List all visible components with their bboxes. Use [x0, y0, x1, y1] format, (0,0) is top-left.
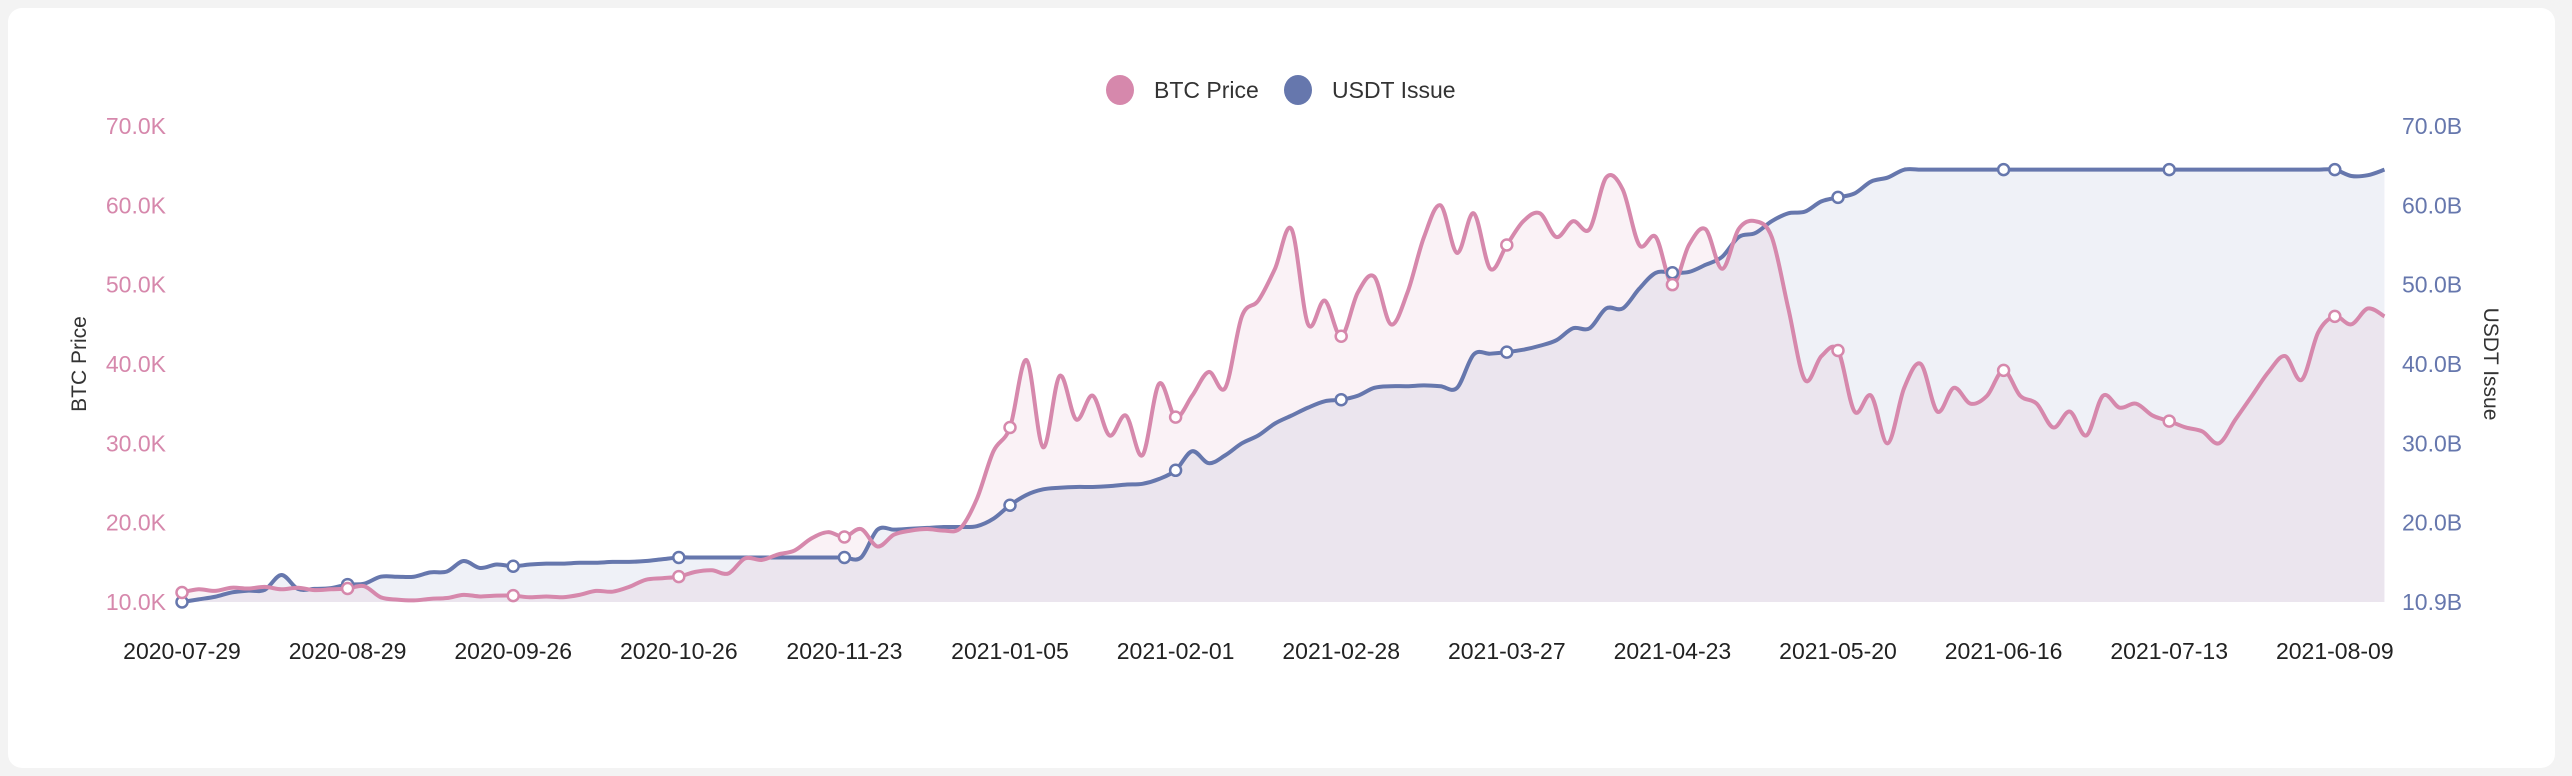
y-right-tick-label: 70.0B [2402, 113, 2462, 139]
x-tick-label: 2021-08-09 [2276, 638, 2394, 664]
x-tick-label: 2020-09-26 [454, 638, 572, 664]
y-axis-left-title: BTC Price [68, 316, 91, 412]
x-tick-label: 2021-02-01 [1117, 638, 1235, 664]
x-tick-label: 2021-03-27 [1448, 638, 1566, 664]
y-right-tick-label: 40.0B [2402, 351, 2462, 377]
btc-price-point [1003, 420, 1017, 435]
x-tick-label: 2020-07-29 [123, 638, 241, 664]
usdt-issue-area [182, 169, 2385, 602]
y-left-tick-label: 20.0K [106, 510, 167, 536]
btc-price-point [837, 530, 852, 544]
x-tick-label: 2021-07-13 [2110, 638, 2228, 664]
y-right-tick-label: 20.0B [2402, 510, 2462, 536]
y-left-tick-label: 60.0K [106, 192, 167, 218]
y-left-tick-label: 10.0K [106, 589, 167, 615]
btc-price-point [1168, 410, 1183, 424]
legend: BTC Price USDT Issue [0, 72, 2572, 108]
legend-dot-btc-icon [1106, 75, 1134, 105]
y-left-tick-label: 40.0K [106, 351, 167, 377]
y-left-tick-label: 50.0K [106, 272, 167, 298]
usdt-issue-point [837, 550, 852, 565]
btc-price-point [175, 585, 189, 600]
x-tick-label: 2021-05-20 [1779, 638, 1897, 664]
usdt-issue-point [1003, 498, 1017, 512]
btc-price-point [340, 581, 355, 596]
usdt-issue-point [1665, 266, 1680, 280]
x-tick-label: 2020-10-26 [620, 638, 738, 664]
y-right-tick-label: 50.0B [2402, 272, 2462, 298]
usdt-issue-point [1996, 162, 2011, 177]
legend-dot-usdt-icon [1284, 75, 1312, 105]
btc-price-point [1500, 238, 1514, 252]
x-tick-label: 2021-06-16 [1945, 638, 2063, 664]
x-tick-label: 2021-02-28 [1282, 638, 1400, 664]
y-left-tick-label: 30.0K [106, 430, 167, 456]
btc-price-point [2328, 309, 2342, 324]
usdt-issue-point [2328, 162, 2342, 177]
y-right-tick-label: 10.9B [2402, 589, 2462, 615]
chart-card [8, 8, 2555, 768]
y-right-tick-label: 60.0B [2402, 192, 2462, 218]
usdt-issue-point [1831, 190, 1845, 205]
btc-price-area [182, 175, 2385, 603]
x-tick-label: 2021-04-23 [1614, 638, 1732, 664]
legend-label-btc: BTC Price [1154, 76, 1259, 103]
y-left-tick-label: 70.0K [106, 113, 167, 139]
x-tick-label: 2021-01-05 [951, 638, 1069, 664]
usdt-issue-point [1334, 392, 1348, 407]
btc-price-point [1334, 329, 1348, 343]
btc-price-point [1665, 277, 1680, 292]
usdt-issue-point [1500, 345, 1514, 359]
x-tick-label: 2020-08-29 [289, 638, 407, 664]
usdt-issue-point [1168, 463, 1183, 478]
x-tick-label: 2020-11-23 [786, 638, 902, 664]
y-right-tick-label: 30.0B [2402, 430, 2462, 456]
legend-item-usdt-issue[interactable]: USDT Issue [1284, 72, 1456, 108]
legend-label-usdt: USDT Issue [1332, 76, 1456, 103]
usdt-issue-point [2162, 162, 2176, 177]
usdt-issue-point [672, 550, 686, 565]
btc-price-point [1831, 343, 1845, 358]
legend-item-btc-price[interactable]: BTC Price [1106, 72, 1259, 108]
usdt-issue-line [181, 167, 2386, 604]
btc-price-point [672, 569, 686, 584]
btc-price-point [1996, 363, 2011, 378]
y-axis-right-title: USDT Issue [2479, 307, 2502, 421]
usdt-issue-point [506, 559, 520, 574]
btc-price-point [2162, 414, 2176, 428]
btc-price-point [506, 588, 520, 603]
btc-price-line [181, 173, 2386, 603]
